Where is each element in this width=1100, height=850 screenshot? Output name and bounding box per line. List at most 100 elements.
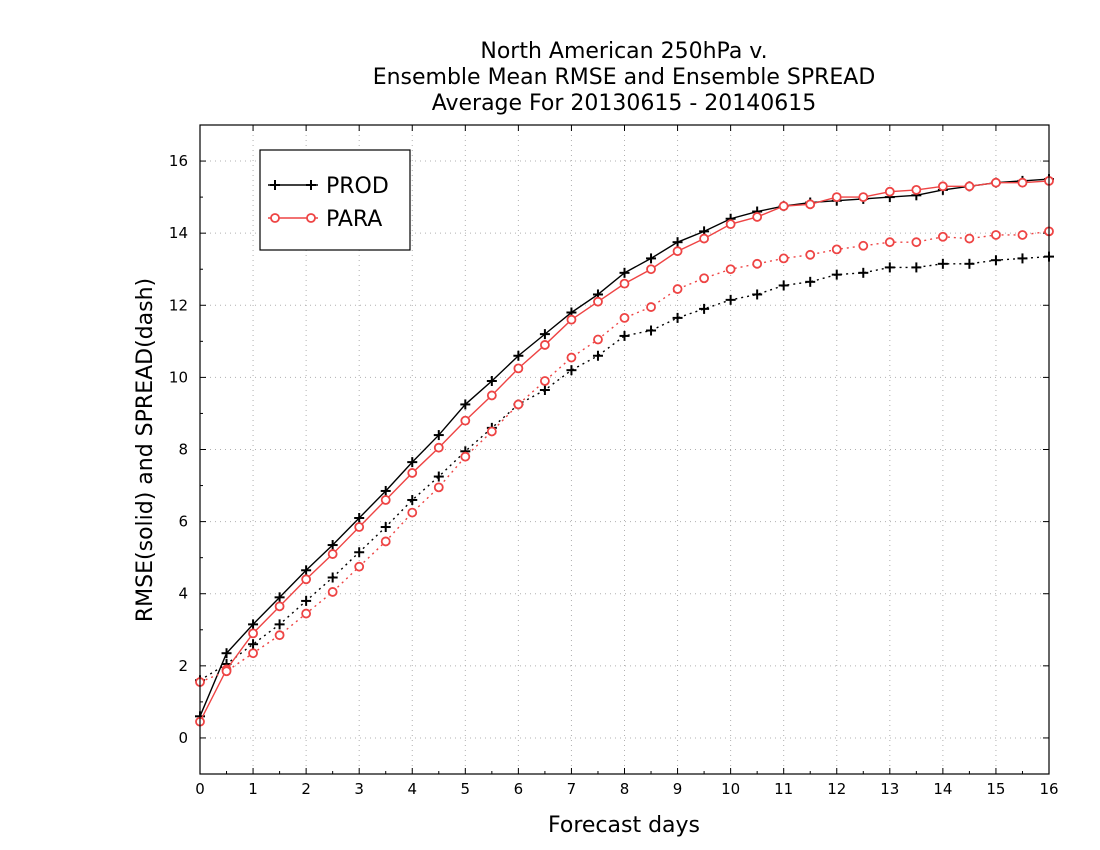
- plus-marker: [672, 312, 683, 323]
- plus-marker: [221, 648, 232, 659]
- circle-marker: [513, 399, 524, 410]
- circle-marker: [380, 495, 391, 505]
- x-tick-label: 12: [827, 780, 846, 798]
- plus-marker: [354, 547, 365, 558]
- circle-marker: [593, 296, 603, 307]
- y-tick-label: 6: [178, 513, 188, 531]
- circle-marker: [778, 253, 789, 264]
- plus-marker: [539, 385, 550, 396]
- para-rmse-series: [195, 175, 1054, 727]
- x-tick-label: 5: [461, 780, 471, 798]
- plus-marker: [274, 619, 285, 630]
- circle-marker: [646, 302, 656, 312]
- plus-marker: [433, 430, 444, 441]
- circle-marker: [221, 666, 232, 677]
- circle-marker: [327, 587, 338, 597]
- y-tick-label: 2: [178, 657, 188, 675]
- circle-marker: [991, 230, 1001, 240]
- circle-marker: [725, 264, 736, 275]
- circle-marker: [513, 363, 524, 374]
- circle-marker: [699, 273, 709, 284]
- prod-rmse-series: [195, 174, 1054, 722]
- plus-marker: [884, 262, 895, 273]
- circle-marker: [380, 536, 391, 547]
- plus-marker: [964, 258, 975, 269]
- circle-marker: [407, 468, 418, 478]
- circle-marker: [248, 648, 258, 659]
- circle-marker: [725, 219, 736, 230]
- plus-marker: [248, 639, 259, 650]
- plus-marker: [858, 267, 869, 278]
- circle-marker: [354, 561, 365, 572]
- legend-label: PARA: [326, 207, 382, 232]
- circle-marker: [274, 601, 285, 612]
- x-tick-label: 13: [880, 780, 899, 798]
- y-tick-label: 4: [178, 585, 188, 603]
- plus-marker: [433, 471, 444, 482]
- circle-marker: [407, 507, 418, 518]
- legend-label: PROD: [326, 174, 389, 199]
- circle-marker: [752, 258, 763, 269]
- legend-item-prod: PROD: [268, 174, 389, 199]
- x-tick-label: 7: [567, 780, 577, 798]
- x-tick-label: 15: [986, 780, 1005, 798]
- para-spread-series: [195, 226, 1054, 687]
- plus-marker: [354, 513, 365, 524]
- x-tick-label: 16: [1039, 780, 1058, 798]
- plus-marker: [301, 595, 312, 606]
- circle-marker: [433, 442, 444, 453]
- x-tick-label: 4: [407, 780, 417, 798]
- plot-frame: [199, 124, 1050, 775]
- circle-marker: [327, 549, 338, 559]
- y-tick-label: 14: [169, 224, 188, 242]
- circle-marker: [911, 184, 922, 195]
- legend: PROD PARA: [259, 149, 411, 251]
- circle-marker: [991, 177, 1001, 188]
- circle-marker: [301, 574, 312, 585]
- plus-marker: [486, 375, 497, 386]
- circle-marker: [805, 249, 816, 260]
- y-tick-label: 16: [169, 152, 188, 170]
- plus-marker: [248, 619, 259, 630]
- circle-marker: [619, 278, 630, 289]
- plus-marker: [752, 289, 763, 300]
- title-line-2: Ensemble Mean RMSE and Ensemble SPREAD: [373, 65, 876, 90]
- circle-marker: [270, 213, 280, 223]
- x-tick-label: 0: [195, 780, 205, 798]
- circle-marker: [937, 231, 948, 242]
- circle-marker: [460, 451, 471, 462]
- legend-box: [259, 149, 411, 251]
- circle-marker: [486, 426, 497, 437]
- y-tick-label: 10: [169, 368, 188, 386]
- circle-marker: [831, 244, 842, 255]
- plus-marker: [778, 280, 789, 291]
- x-tick-label: 14: [933, 780, 952, 798]
- circle-marker: [460, 415, 471, 426]
- prod-spread-line: [199, 255, 1050, 681]
- plus-marker: [646, 253, 657, 264]
- circle-marker: [540, 376, 550, 386]
- circle-marker: [884, 186, 895, 197]
- circle-marker: [858, 240, 869, 251]
- circle-marker: [566, 314, 577, 325]
- plus-marker: [539, 329, 550, 340]
- circle-marker: [306, 213, 316, 223]
- circle-marker: [805, 199, 816, 210]
- circle-marker: [486, 390, 497, 401]
- plus-marker: [592, 350, 603, 361]
- circle-marker: [1017, 177, 1028, 188]
- plus-marker: [270, 180, 280, 190]
- plus-marker: [619, 330, 630, 341]
- circle-marker: [619, 312, 630, 323]
- plus-marker: [301, 565, 312, 576]
- plus-marker: [380, 485, 391, 496]
- x-tick-label: 11: [774, 780, 793, 798]
- circle-marker: [1017, 230, 1028, 240]
- plus-marker: [327, 572, 338, 583]
- plus-marker: [566, 365, 577, 376]
- circle-marker: [540, 340, 550, 350]
- circle-marker: [884, 237, 895, 248]
- circle-marker: [858, 192, 869, 203]
- plus-marker: [327, 540, 338, 551]
